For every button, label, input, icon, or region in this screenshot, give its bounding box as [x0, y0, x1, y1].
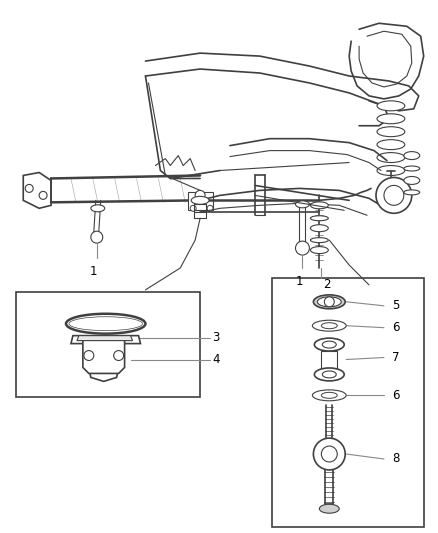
Ellipse shape	[404, 166, 420, 171]
Polygon shape	[321, 351, 337, 368]
Ellipse shape	[322, 341, 336, 348]
Ellipse shape	[377, 101, 405, 111]
Polygon shape	[23, 173, 51, 208]
Ellipse shape	[404, 176, 420, 184]
Text: 3: 3	[212, 331, 219, 344]
Circle shape	[207, 205, 213, 211]
Text: 1: 1	[90, 265, 98, 278]
Ellipse shape	[377, 152, 405, 163]
Circle shape	[190, 205, 196, 211]
Ellipse shape	[377, 114, 405, 124]
Text: 7: 7	[392, 351, 399, 364]
Circle shape	[324, 297, 334, 307]
Circle shape	[195, 190, 205, 200]
Ellipse shape	[318, 297, 341, 307]
Circle shape	[384, 185, 404, 205]
Circle shape	[114, 351, 124, 360]
Text: 2: 2	[323, 278, 331, 291]
Ellipse shape	[377, 140, 405, 150]
Circle shape	[376, 177, 412, 213]
Ellipse shape	[312, 320, 346, 331]
Ellipse shape	[404, 190, 420, 195]
Circle shape	[314, 438, 345, 470]
Ellipse shape	[311, 202, 328, 209]
Ellipse shape	[69, 317, 142, 330]
Ellipse shape	[404, 151, 420, 159]
Ellipse shape	[296, 201, 309, 208]
Text: 8: 8	[392, 453, 399, 465]
Ellipse shape	[377, 127, 405, 136]
Text: 4: 4	[212, 353, 219, 366]
Ellipse shape	[377, 166, 405, 175]
Ellipse shape	[321, 322, 337, 329]
Text: 6: 6	[392, 321, 399, 334]
Polygon shape	[77, 336, 133, 341]
Circle shape	[321, 446, 337, 462]
Ellipse shape	[322, 371, 336, 378]
Circle shape	[39, 191, 47, 199]
Polygon shape	[83, 340, 124, 374]
Text: 6: 6	[392, 389, 399, 402]
Ellipse shape	[311, 216, 328, 221]
Circle shape	[296, 241, 309, 255]
Ellipse shape	[311, 247, 328, 254]
Ellipse shape	[66, 314, 145, 334]
Ellipse shape	[311, 238, 328, 243]
Circle shape	[91, 231, 103, 243]
Text: 1: 1	[296, 275, 303, 288]
Ellipse shape	[311, 225, 328, 232]
Ellipse shape	[319, 504, 339, 513]
Ellipse shape	[321, 392, 337, 398]
Ellipse shape	[314, 368, 344, 381]
Circle shape	[25, 184, 33, 192]
Ellipse shape	[314, 338, 344, 351]
Ellipse shape	[314, 295, 345, 309]
Bar	[272, 278, 424, 527]
Circle shape	[84, 351, 94, 360]
Bar	[188, 192, 213, 211]
Ellipse shape	[91, 205, 105, 212]
Polygon shape	[71, 336, 141, 344]
Bar	[16, 292, 200, 397]
Ellipse shape	[191, 196, 209, 204]
Text: 5: 5	[392, 300, 399, 312]
Ellipse shape	[312, 390, 346, 401]
